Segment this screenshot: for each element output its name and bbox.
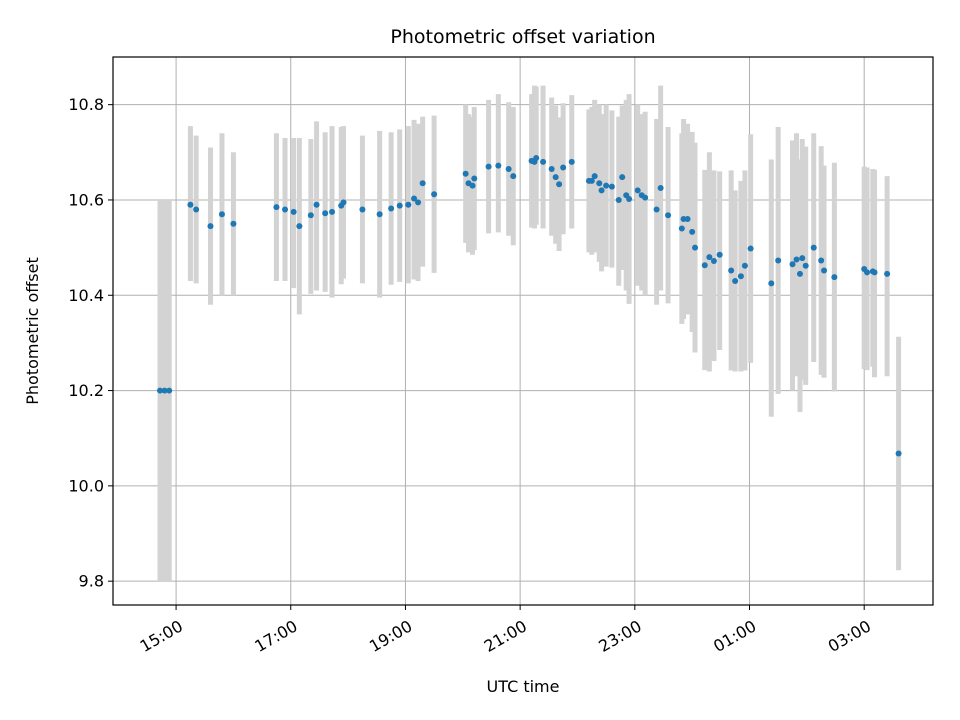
x-axis-label: UTC time [487,677,560,696]
data-point [689,228,696,235]
y-tick-label: 10.8 [68,95,104,114]
data-point [359,206,366,213]
data-point [657,185,664,192]
data-point [415,199,422,206]
data-point [716,251,723,258]
data-point [533,155,540,162]
data-point [296,223,303,230]
data-point [615,196,622,203]
data-point [821,267,828,274]
data-point [230,220,237,227]
data-point [642,194,649,201]
data-point [728,267,735,274]
data-point [710,257,717,264]
y-tick-label: 9.8 [79,572,104,591]
y-axis-label: Photometric offset [23,257,42,405]
data-point [193,206,200,213]
y-tick-label: 10.6 [68,190,104,209]
data-point [789,261,796,268]
data-point [802,262,809,269]
data-point [552,174,559,181]
data-point [831,274,838,281]
data-point [161,387,168,394]
data-point [608,183,615,190]
data-point [596,180,603,187]
data-point [665,212,672,219]
data-point [701,262,708,269]
data-point [603,182,610,189]
data-point [469,182,476,189]
data-point [510,173,517,180]
plot-frame [112,56,934,606]
data-point [598,187,605,194]
data-point [471,175,478,182]
data-point [884,270,891,277]
data-point [307,212,314,219]
data-point [737,273,744,280]
data-point [653,206,660,213]
data-point [540,158,547,165]
data-point [313,201,320,208]
data-point [634,187,641,194]
data-point [329,208,336,215]
data-point [692,244,699,251]
data-point [396,202,403,209]
data-point [775,257,782,264]
data-point [741,262,748,269]
data-point [732,277,739,284]
data-point [810,244,817,251]
data-point [495,162,502,169]
data-point [419,180,426,187]
data-point [895,450,902,457]
data-point [411,195,418,202]
data-point [340,199,347,206]
data-point [431,191,438,198]
data-point [678,225,685,232]
data-point [706,254,713,261]
data-point [768,280,775,287]
point-layer [157,155,902,457]
data-point [282,206,289,213]
data-point [376,211,383,218]
data-point [626,196,633,203]
data-point [322,210,329,217]
data-point [793,256,800,263]
data-point [485,163,492,170]
chart-title: Photometric offset variation [390,26,655,48]
data-point [799,255,806,262]
y-tick-label: 10.4 [68,286,104,305]
data-point [290,208,297,215]
data-point [505,165,512,172]
data-point [591,173,598,180]
y-tick-label: 10.2 [68,381,104,400]
data-point [218,211,225,218]
data-point [560,164,567,171]
y-tick-label: 10.0 [68,476,104,495]
data-point [548,165,555,172]
data-point [747,245,754,252]
data-point [207,223,214,230]
data-point [187,201,194,208]
data-point [273,204,280,211]
data-point [796,270,803,277]
data-point [619,174,626,181]
data-point [568,158,575,165]
data-point [684,216,691,223]
data-point [871,269,878,276]
data-point [405,201,412,208]
data-point [588,177,595,184]
data-point [556,181,563,188]
data-point [166,387,173,394]
data-point [388,205,395,212]
data-point [157,387,164,394]
data-point [462,170,469,177]
data-point [864,269,871,276]
data-point [818,257,825,264]
